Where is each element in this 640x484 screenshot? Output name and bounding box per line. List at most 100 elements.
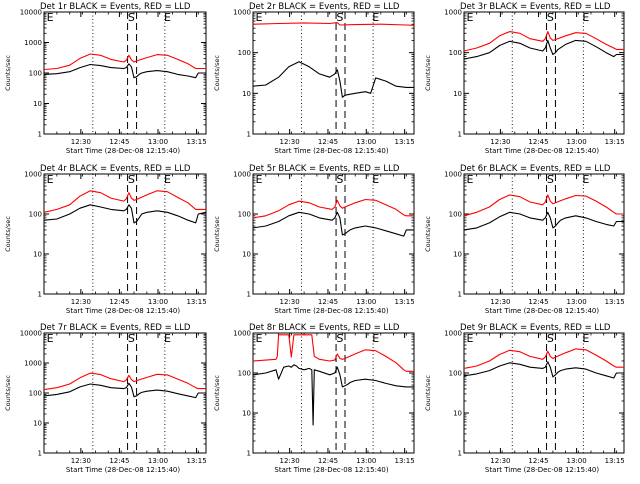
series-lld-red-line xyxy=(252,198,414,219)
y-tick-label: 1000 xyxy=(24,360,42,368)
x-tick-label: 12:45 xyxy=(528,138,548,146)
event-marker: S xyxy=(547,11,554,24)
panel-title: Det 2r BLACK = Events, RED = LLD xyxy=(249,2,400,12)
series-events-black-line xyxy=(463,211,624,231)
series-lld-red-line xyxy=(463,31,624,52)
series-lld-red-line xyxy=(43,372,206,391)
x-tick-label: 12:45 xyxy=(109,138,129,146)
series-lld-red-line xyxy=(43,190,206,213)
series-events-black-line xyxy=(252,61,414,98)
plot-frame xyxy=(43,11,207,135)
y-tick-label: 100 xyxy=(449,370,462,378)
series-events-black-line xyxy=(43,204,207,224)
x-axis-label: Start Time (28-Dec-08 12:15:40) xyxy=(274,307,388,315)
x-tick-label: 12:30 xyxy=(280,457,300,465)
y-tick-label: 1000 xyxy=(24,39,42,47)
x-tick-label: 12:30 xyxy=(490,457,510,465)
x-axis-label: Start Time (28-Dec-08 12:15:40) xyxy=(485,307,599,315)
event-marker: E xyxy=(256,11,263,24)
panel-title: Det 1r BLACK = Events, RED = LLD xyxy=(40,2,191,12)
event-marker: E xyxy=(467,11,474,24)
y-tick-label: 1 xyxy=(247,291,251,299)
y-axis-label: Counts/sec xyxy=(424,216,432,252)
plot-frame xyxy=(463,11,625,135)
y-axis-label: Counts/sec xyxy=(4,216,12,252)
event-marker: S xyxy=(336,173,343,186)
y-tick-label: 10 xyxy=(453,251,462,259)
y-tick-label: 1 xyxy=(38,450,42,458)
y-axis-label: Counts/sec xyxy=(424,55,432,91)
panel-title: Det 9r BLACK = Events, RED = LLD xyxy=(460,323,611,333)
plot-frame xyxy=(43,332,207,454)
y-tick-label: 1 xyxy=(38,131,42,139)
event-marker: S xyxy=(336,11,343,24)
event-marker: E xyxy=(467,332,474,345)
x-tick-label: 12:30 xyxy=(71,298,91,306)
x-tick-label: 13:15 xyxy=(395,138,415,146)
y-tick-label: 100 xyxy=(29,211,42,219)
x-axis-label: Start Time (28-Dec-08 12:15:40) xyxy=(66,147,180,155)
y-tick-label: 1000 xyxy=(444,9,462,17)
y-tick-label: 100 xyxy=(449,49,462,57)
x-axis-label: Start Time (28-Dec-08 12:15:40) xyxy=(66,466,180,474)
y-tick-label: 100 xyxy=(238,370,251,378)
series-events-black-line xyxy=(252,211,414,237)
x-tick-label: 13:15 xyxy=(395,298,415,306)
panel-title: Det 5r BLACK = Events, RED = LLD xyxy=(249,164,400,174)
x-axis-label: Start Time (28-Dec-08 12:15:40) xyxy=(274,466,388,474)
panel-6: Det 6r BLACK = Events, RED = LLD 1 10 100 10… xyxy=(424,164,625,315)
y-tick-label: 10 xyxy=(33,100,42,108)
x-axis-label: Start Time (28-Dec-08 12:15:40) xyxy=(485,466,599,474)
y-tick-label: 10000 xyxy=(20,9,42,17)
y-tick-label: 10 xyxy=(242,410,251,418)
event-marker: E xyxy=(164,173,171,186)
panel-2: Det 2r BLACK = Events, RED = LLD 1 10 100 10… xyxy=(213,2,415,155)
x-tick-label: 12:45 xyxy=(528,457,548,465)
panel-9: Det 9r BLACK = Events, RED = LLD 1 10 100 10… xyxy=(424,323,625,474)
x-tick-label: 13:00 xyxy=(148,298,168,306)
plot-frame xyxy=(252,332,415,454)
y-tick-label: 1 xyxy=(458,291,462,299)
x-axis-label: Start Time (28-Dec-08 12:15:40) xyxy=(274,147,388,155)
series-events-black-line xyxy=(463,39,624,60)
y-tick-label: 1000 xyxy=(444,171,462,179)
series-events-black-line xyxy=(252,364,414,426)
x-tick-label: 13:15 xyxy=(186,298,206,306)
series-lld-red-line xyxy=(252,22,415,26)
x-tick-label: 12:45 xyxy=(318,457,338,465)
y-axis-label: Counts/sec xyxy=(213,216,221,252)
x-axis-label: Start Time (28-Dec-08 12:15:40) xyxy=(485,147,599,155)
event-marker: S xyxy=(336,332,343,345)
event-marker: E xyxy=(47,173,54,186)
series-lld-red-line xyxy=(463,194,624,217)
y-tick-label: 1000 xyxy=(233,9,251,17)
y-tick-label: 10 xyxy=(33,251,42,259)
series-events-black-line xyxy=(463,361,624,379)
x-tick-label: 12:30 xyxy=(71,138,91,146)
y-tick-label: 1 xyxy=(247,131,251,139)
y-tick-label: 1 xyxy=(247,450,251,458)
y-tick-label: 10000 xyxy=(20,330,42,338)
event-marker: E xyxy=(164,332,171,345)
y-tick-label: 1 xyxy=(38,291,42,299)
y-tick-label: 1 xyxy=(458,450,462,458)
plot-frame xyxy=(463,332,625,454)
x-tick-label: 12:45 xyxy=(318,138,338,146)
event-marker: S xyxy=(128,173,135,186)
panel-title: Det 7r BLACK = Events, RED = LLD xyxy=(40,323,191,333)
x-tick-label: 13:00 xyxy=(566,457,586,465)
x-tick-label: 13:00 xyxy=(356,138,376,146)
panel-7: Det 7r BLACK = Events, RED = LLD 1 10 100 10… xyxy=(4,323,207,474)
event-marker: E xyxy=(582,332,589,345)
y-axis-label: Counts/sec xyxy=(4,375,12,411)
event-marker: S xyxy=(547,173,554,186)
x-tick-label: 13:00 xyxy=(148,138,168,146)
event-marker: E xyxy=(372,173,379,186)
event-marker: S xyxy=(547,332,554,345)
x-tick-label: 13:15 xyxy=(186,138,206,146)
plot-frame xyxy=(252,173,415,295)
y-tick-label: 10 xyxy=(33,420,42,428)
event-marker: E xyxy=(582,173,589,186)
y-tick-label: 100 xyxy=(238,211,251,219)
y-axis-label: Counts/sec xyxy=(213,55,221,91)
